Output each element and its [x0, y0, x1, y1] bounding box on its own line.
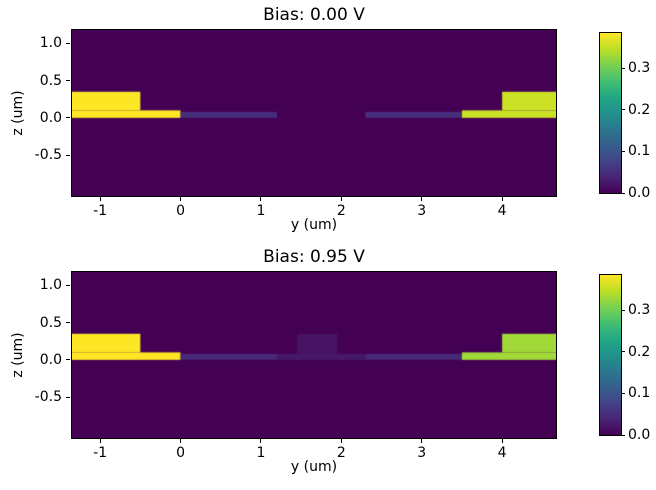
- x-tick: [180, 197, 182, 201]
- x-tick: [99, 197, 101, 201]
- y-tick: [66, 154, 70, 156]
- x-tick: [260, 197, 262, 201]
- y-tick-label: 1.0: [39, 277, 62, 294]
- colorbar-tick: [621, 309, 625, 311]
- x-axis-label: y (um): [290, 459, 338, 475]
- x-tick: [340, 439, 342, 443]
- y-tick: [66, 80, 70, 82]
- colorbar-tick: [621, 192, 625, 194]
- y-tick: [66, 359, 70, 361]
- x-tick-label: 1: [256, 203, 266, 219]
- x-tick-label: 3: [417, 203, 427, 219]
- x-tick-label: -1: [93, 203, 108, 219]
- x-tick-label: 3: [417, 445, 427, 461]
- x-tick-label: 2: [336, 203, 346, 219]
- y-tick-label: 1.0: [39, 35, 62, 52]
- y-tick-label: 0.0: [39, 351, 62, 368]
- colorbar-tick-label: 0.1: [628, 143, 651, 160]
- x-tick-label: 1: [256, 445, 266, 461]
- colorbar-tick: [621, 150, 625, 152]
- colorbar-tick: [621, 109, 625, 111]
- x-tick-label: -1: [93, 445, 108, 461]
- heatmap-image: [71, 29, 557, 197]
- subplot-bias-0-95: Bias: 0.95 V z (um) y (um) -1 0 1 2 3 4 -0.5 0.…: [0, 242, 656, 487]
- x-tick: [340, 197, 342, 201]
- x-tick: [260, 439, 262, 443]
- y-tick: [66, 42, 70, 44]
- y-tick: [66, 117, 70, 119]
- colorbar-tick-label: 0.3: [628, 60, 651, 77]
- colorbar: [599, 32, 622, 194]
- colorbar-tick: [621, 67, 625, 69]
- x-tick-label: 4: [497, 203, 507, 219]
- x-tick: [180, 439, 182, 443]
- x-tick-label: 0: [176, 203, 185, 219]
- x-tick: [501, 197, 503, 201]
- y-tick-label: -0.5: [34, 389, 62, 406]
- x-tick: [421, 439, 423, 443]
- y-tick: [66, 284, 70, 286]
- x-tick: [99, 439, 101, 443]
- colorbar-tick-label: 0.0: [628, 427, 651, 443]
- subplot-bias-0-00: Bias: 0.00 V z (um) y (um) -1 0 1 2 3 4 -0.5 0.…: [10, 5, 651, 233]
- x-tick-label: 0: [176, 445, 185, 461]
- heatmap-image: [71, 271, 557, 439]
- colorbar-tick: [621, 392, 625, 394]
- y-tick: [66, 322, 70, 324]
- y-tick-label: -0.5: [34, 147, 62, 164]
- x-tick: [501, 439, 503, 443]
- y-tick-label: 0.0: [39, 109, 62, 126]
- colorbar-tick-label: 0.2: [628, 343, 651, 360]
- colorbar-tick-label: 0.1: [628, 385, 651, 402]
- x-tick: [421, 197, 423, 201]
- y-tick: [66, 396, 70, 398]
- colorbar: [599, 274, 622, 436]
- y-tick-label: 0.5: [39, 72, 62, 89]
- colorbar-tick-label: 0.0: [628, 185, 651, 201]
- plot-title: Bias: 0.95 V: [263, 247, 365, 267]
- x-tick-label: 4: [497, 445, 507, 461]
- colorbar-tick: [621, 351, 625, 353]
- colorbar-tick: [621, 434, 625, 436]
- colorbar-tick-label: 0.2: [628, 101, 651, 118]
- x-axis-label: y (um): [290, 217, 338, 233]
- x-tick-label: 2: [336, 445, 346, 461]
- colorbar-tick-label: 0.3: [628, 302, 651, 319]
- y-tick-label: 0.5: [39, 314, 62, 331]
- plot-title: Bias: 0.00 V: [263, 5, 365, 25]
